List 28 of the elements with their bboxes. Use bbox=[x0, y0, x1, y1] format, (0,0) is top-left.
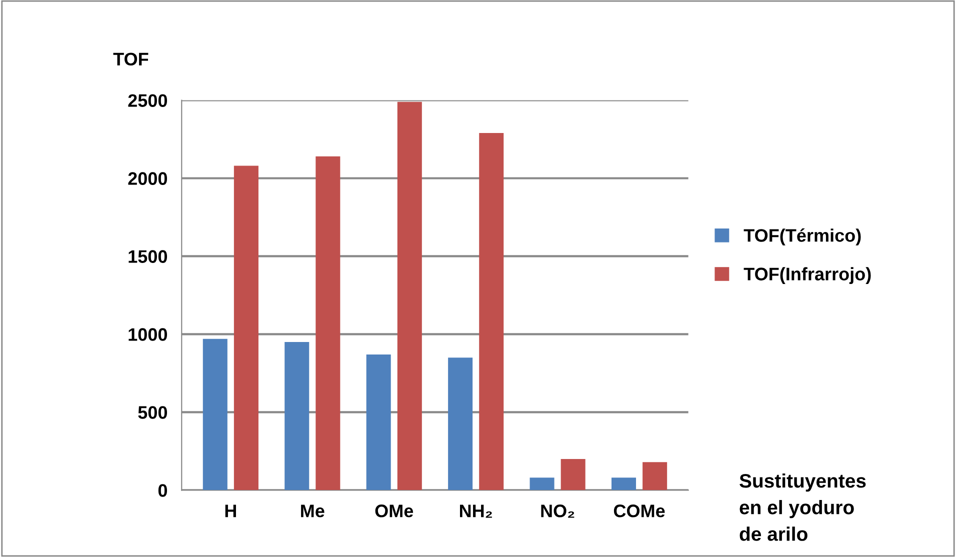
bar bbox=[284, 342, 310, 490]
y-tick-label: 500 bbox=[138, 406, 168, 419]
bar bbox=[316, 156, 340, 490]
y-tick-label: 0 bbox=[158, 484, 168, 497]
x-tick-label: OMe bbox=[375, 504, 414, 518]
bar bbox=[366, 354, 391, 490]
bar bbox=[530, 478, 554, 490]
bar bbox=[448, 358, 473, 490]
y-tick-label: 1000 bbox=[128, 328, 168, 341]
bar bbox=[234, 166, 258, 490]
x-tick-label: NO₂ bbox=[541, 504, 574, 518]
bar bbox=[560, 458, 586, 490]
bar bbox=[397, 102, 422, 490]
bar bbox=[642, 462, 668, 490]
bar bbox=[202, 338, 228, 490]
x-tick-label: Me bbox=[301, 504, 324, 518]
legend-label: TOF(Infrarrojo) bbox=[744, 267, 871, 284]
legend-label: TOF(Térmico) bbox=[744, 228, 861, 246]
x-tick-label: NH₂ bbox=[460, 504, 492, 518]
y-tick-label: 1500 bbox=[128, 250, 168, 263]
y-tick-label: 2000 bbox=[128, 172, 168, 185]
bar bbox=[612, 478, 636, 490]
y-tick-label: 2500 bbox=[128, 94, 168, 107]
bar bbox=[479, 133, 504, 490]
x-axis-title: Sustituyentes en el yoduro de arilo bbox=[740, 473, 866, 541]
x-tick-label: COMe bbox=[614, 504, 665, 518]
x-tick-label: H bbox=[225, 504, 236, 518]
y-axis-title: TOF bbox=[113, 52, 148, 66]
